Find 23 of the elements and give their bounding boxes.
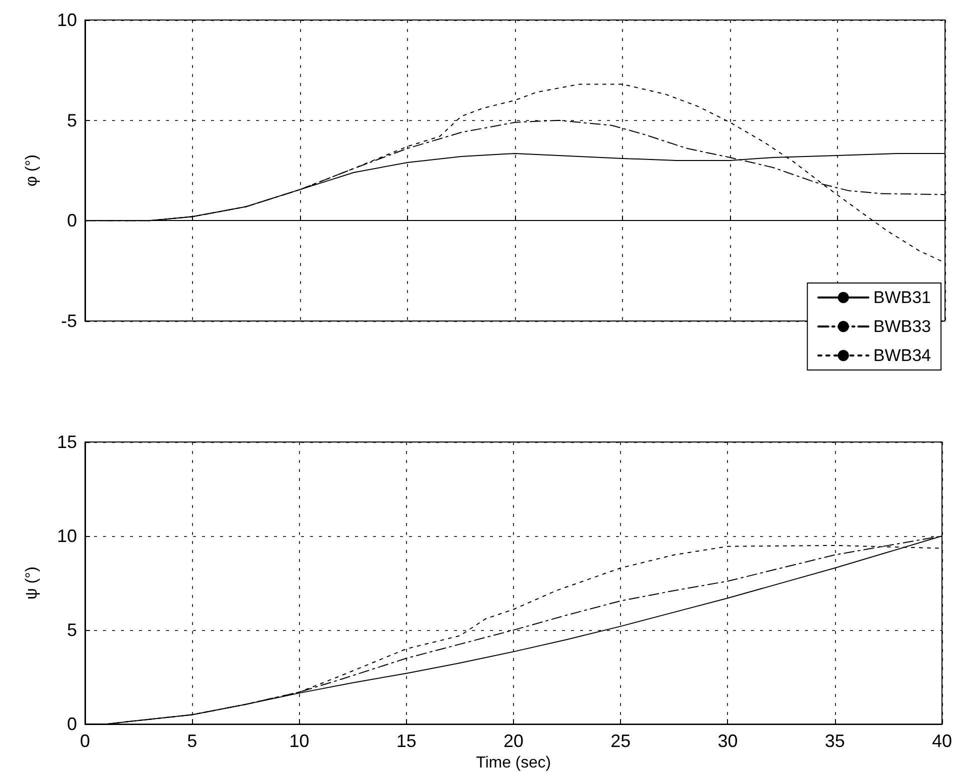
x-axis-title: Time (sec) <box>476 754 551 772</box>
y-tick-label: 10 <box>56 526 77 546</box>
y-tick-label: 5 <box>66 110 77 130</box>
x-tick-label: 25 <box>610 731 631 752</box>
x-tick-label: 5 <box>187 731 198 752</box>
legend-label: BWB31 <box>873 288 932 307</box>
x-tick-label: 10 <box>289 731 310 752</box>
x-tick-label: 40 <box>932 731 952 752</box>
x-tick-label: 35 <box>824 731 845 752</box>
x-tick-label: 15 <box>396 731 416 752</box>
y-tick-label: -5 <box>60 311 77 331</box>
x-tick-label: 20 <box>503 731 524 752</box>
x-tick-label: 0 <box>80 731 90 752</box>
legend-label: BWB34 <box>873 346 932 365</box>
y-axis-title: φ (°) <box>24 154 40 186</box>
legend-label: BWB33 <box>873 317 932 336</box>
y-tick-label: 0 <box>66 210 77 231</box>
y-axis-title: ψ (°) <box>24 566 40 600</box>
x-tick-label: 30 <box>718 731 738 752</box>
y-tick-label: 0 <box>66 714 77 734</box>
y-tick-label: 10 <box>56 10 77 30</box>
y-tick-label: 5 <box>66 620 77 640</box>
y-tick-label: 15 <box>56 432 77 452</box>
